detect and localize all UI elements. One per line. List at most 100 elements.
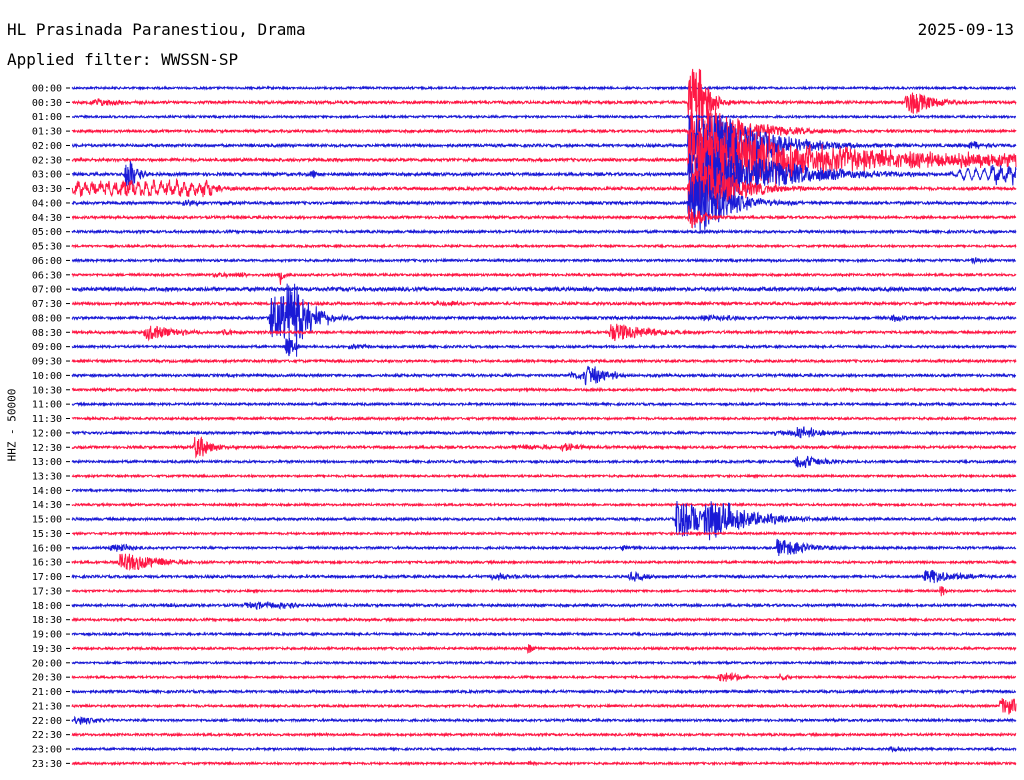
trace-line: [71, 688, 1017, 695]
trace-line: [71, 455, 1017, 469]
trace-line: [71, 659, 1017, 666]
trace-line: [71, 731, 1017, 738]
row-time-label: 20:30: [32, 673, 62, 684]
trace-line: [71, 357, 1017, 365]
row-time-label: 06:00: [32, 256, 62, 267]
row-time-label: 16:00: [32, 543, 62, 554]
row-time-label: 12:30: [32, 443, 62, 454]
trace-line: [71, 586, 1017, 597]
trace-line: [71, 148, 1017, 201]
trace-line: [71, 672, 1017, 682]
row-time-label: 15:30: [32, 529, 62, 540]
row-time-label: 03:30: [32, 184, 62, 195]
row-time-label: 07:30: [32, 299, 62, 310]
trace-line: [71, 205, 1017, 229]
row-time-label: 14:30: [32, 500, 62, 511]
row-time-label: 23:00: [32, 745, 62, 756]
trace-line: [71, 530, 1017, 537]
row-time-label: 10:00: [32, 371, 62, 382]
row-time-label: 01:00: [32, 112, 62, 123]
row-time-label: 13:30: [32, 471, 62, 482]
row-time-label: 08:00: [32, 313, 62, 324]
trace-line: [71, 125, 1017, 195]
trace-line: [71, 365, 1017, 386]
row-time-label: 11:00: [32, 400, 62, 411]
trace-line: [71, 68, 1017, 137]
row-time-label: 21:00: [32, 687, 62, 698]
trace-line: [71, 257, 1017, 265]
row-time-label: 05:30: [32, 242, 62, 253]
trace-line: [71, 401, 1017, 408]
trace-line: [71, 644, 1017, 654]
trace-line: [71, 631, 1017, 638]
row-time-label: 09:00: [32, 342, 62, 353]
row-time-label: 13:00: [32, 457, 62, 468]
trace-line: [71, 283, 1017, 357]
row-time-label: 07:00: [32, 285, 62, 296]
trace-line: [71, 745, 1017, 753]
row-time-label: 23:30: [32, 759, 62, 770]
row-time-label: 22:30: [32, 730, 62, 741]
row-time-label: 16:30: [32, 558, 62, 569]
trace-line: [71, 108, 1017, 156]
row-time-label: 18:30: [32, 615, 62, 626]
trace-line: [71, 501, 1017, 541]
trace-line: [71, 569, 1017, 584]
row-time-label: 17:00: [32, 572, 62, 583]
row-time-label: 12:00: [32, 428, 62, 439]
trace-line: [71, 300, 1017, 307]
trace-line: [71, 228, 1017, 235]
row-time-label: 17:30: [32, 586, 62, 597]
row-time-label: 04:30: [32, 213, 62, 224]
row-time-label: 19:00: [32, 630, 62, 641]
row-time-label: 14:00: [32, 486, 62, 497]
row-time-label: 03:00: [32, 170, 62, 181]
trace-line: [71, 436, 1017, 459]
row-time-label: 10:30: [32, 385, 62, 396]
row-time-label: 05:00: [32, 227, 62, 238]
plot-date: 2025-09-13: [917, 20, 1014, 39]
trace-line: [71, 85, 1017, 91]
trace-line: [71, 174, 1017, 234]
row-time-label: 15:00: [32, 515, 62, 526]
trace-line: [71, 553, 1017, 571]
trace-line: [71, 338, 1017, 357]
row-time-label: 02:30: [32, 155, 62, 166]
trace-line: [71, 487, 1017, 494]
trace-line: [71, 698, 1017, 715]
row-time-label: 00:00: [32, 84, 62, 95]
row-time-label: 02:00: [32, 141, 62, 152]
trace-line: [71, 115, 1017, 175]
trace-line: [71, 271, 1017, 285]
trace-line: [71, 285, 1017, 293]
row-time-label: 00:30: [32, 98, 62, 109]
trace-line: [71, 426, 1017, 439]
filter-label: Applied filter: WWSSN-SP: [7, 50, 239, 69]
row-time-label: 21:30: [32, 701, 62, 712]
trace-line: [71, 415, 1017, 422]
row-time-label: 04:00: [32, 198, 62, 209]
row-time-label: 09:30: [32, 357, 62, 368]
trace-line: [71, 760, 1017, 767]
row-time-label: 18:00: [32, 601, 62, 612]
trace-line: [71, 715, 1017, 726]
row-time-label: 08:30: [32, 328, 62, 339]
trace-line: [71, 538, 1017, 557]
trace-line: [71, 323, 1017, 342]
station-title: HL Prasinada Paranestiou, Drama: [7, 20, 306, 39]
trace-line: [71, 616, 1017, 623]
trace-line: [71, 473, 1017, 479]
trace-line: [71, 113, 1017, 120]
row-time-label: 19:30: [32, 644, 62, 655]
row-time-label: 20:00: [32, 658, 62, 669]
trace-line: [71, 243, 1017, 250]
trace-line: [71, 164, 1017, 211]
row-time-label: 06:30: [32, 270, 62, 281]
trace-line: [71, 601, 1017, 611]
trace-line: [71, 386, 1017, 393]
row-time-label: 01:30: [32, 127, 62, 138]
row-time-label: 11:30: [32, 414, 62, 425]
row-time-label: 22:00: [32, 716, 62, 727]
trace-line: [71, 501, 1017, 508]
